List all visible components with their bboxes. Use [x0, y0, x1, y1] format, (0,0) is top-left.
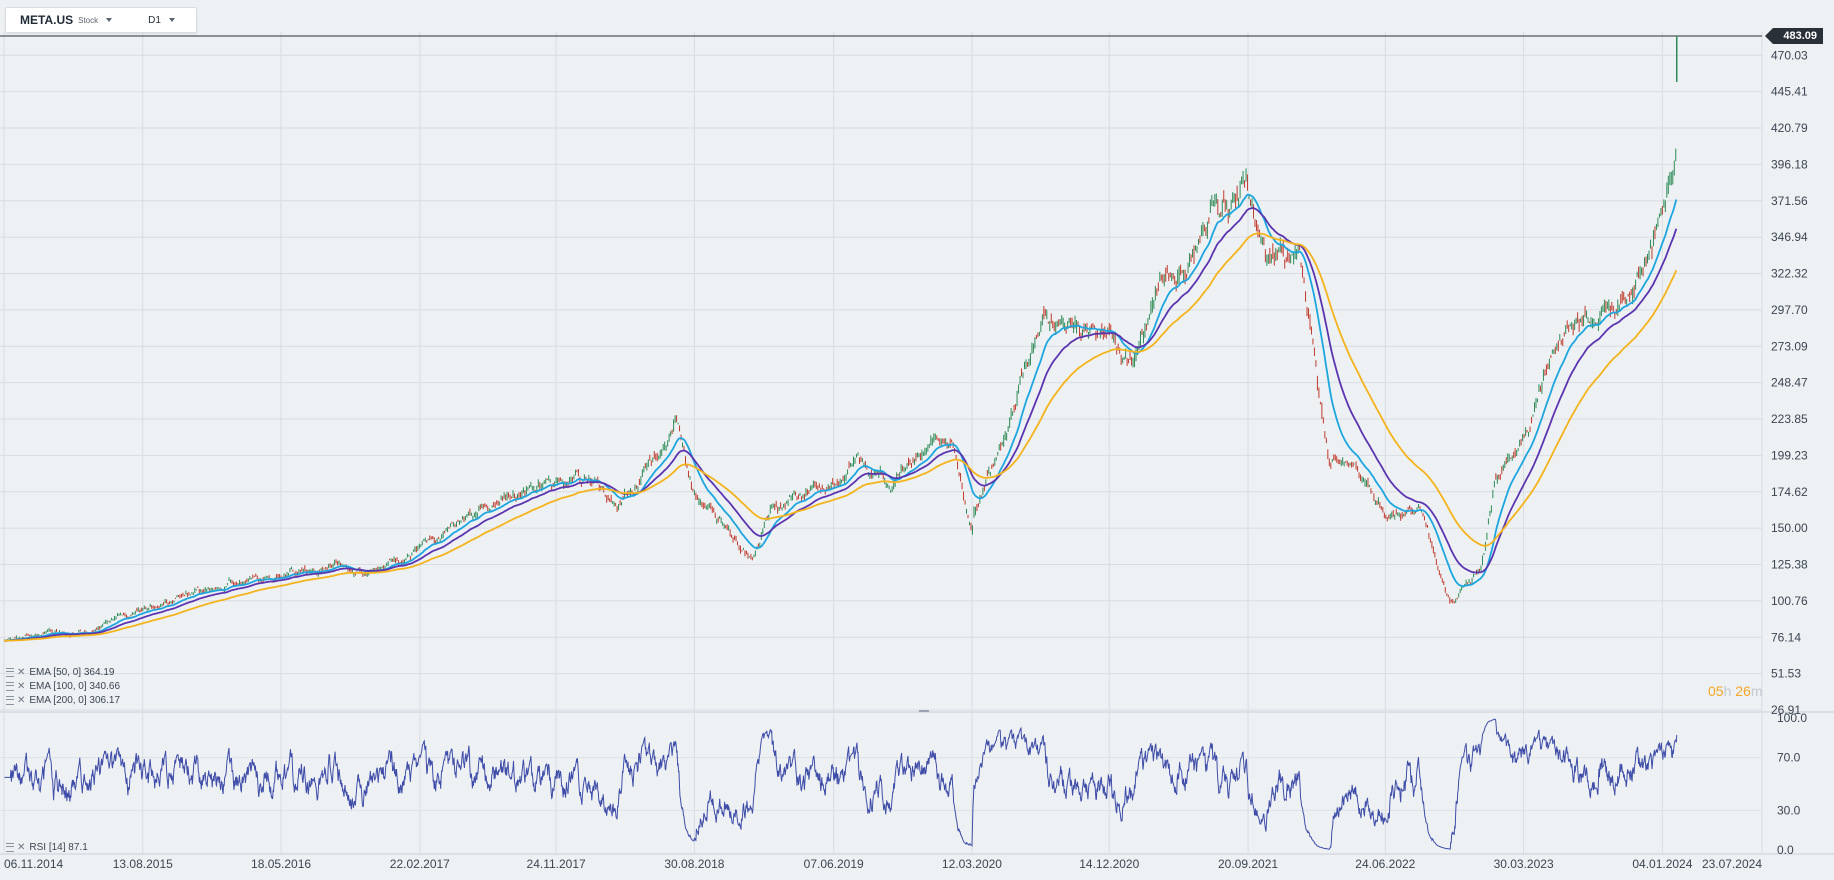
rsi-tick-label: 0.0	[1777, 843, 1794, 857]
ema-100-line	[4, 207, 1678, 642]
y-tick-label: 420.79	[1771, 121, 1808, 135]
legend-ema-100-label: EMA [100, 0] 340.66	[29, 681, 121, 692]
x-tick-label: 18.05.2016	[251, 857, 311, 871]
rsi-line	[4, 718, 1678, 850]
settings-list-icon[interactable]	[6, 668, 14, 677]
x-tick-label: 06.11.2014	[4, 857, 63, 871]
legend-ema-50-label: EMA [50, 0] 364.19	[29, 667, 115, 678]
ema-50-line	[4, 193, 1678, 642]
y-tick-label: 470.03	[1771, 48, 1808, 62]
symbol-label[interactable]: META.US	[20, 13, 74, 27]
x-tick-label: 13.08.2015	[113, 857, 173, 871]
x-tick-label: 12.03.2020	[942, 857, 1002, 871]
legend-ema-200[interactable]: ✕ EMA [200, 0] 306.17	[6, 695, 120, 706]
symbol-dropdown-chevron-icon[interactable]	[106, 18, 113, 22]
settings-list-icon[interactable]	[6, 682, 14, 691]
symbol-type-label: Stock	[78, 15, 99, 25]
candle-countdown: 05h 26m	[1708, 683, 1763, 699]
rsi-tick-label: 30.0	[1777, 803, 1801, 817]
x-tick-label: 24.11.2017	[527, 857, 586, 871]
rsi-pane	[0, 714, 1762, 854]
countdown-hours-unit: h	[1723, 683, 1732, 699]
chart-toolbar: META.US Stock D1	[5, 7, 197, 33]
legend-ema-50[interactable]: ✕ EMA [50, 0] 364.19	[6, 667, 114, 678]
y-tick-label: 396.18	[1771, 157, 1808, 171]
x-tick-label: 07.06.2019	[804, 857, 864, 871]
x-tick-label: 04.01.2024	[1632, 857, 1692, 871]
y-tick-label: 100.76	[1771, 594, 1808, 608]
price-pane	[0, 32, 1762, 711]
y-tick-label: 273.09	[1771, 339, 1808, 353]
legend-rsi[interactable]: ✕ RSI [14] 87.1	[6, 842, 88, 853]
x-tick-label: 14.12.2020	[1079, 857, 1139, 871]
last-price-badge: 483.09	[1765, 28, 1823, 44]
y-tick-label: 445.41	[1771, 85, 1808, 99]
x-tick-label: 24.06.2022	[1355, 857, 1415, 871]
rsi-tick-label: 70.0	[1777, 751, 1801, 765]
close-icon[interactable]: ✕	[17, 842, 26, 853]
close-icon[interactable]: ✕	[17, 695, 26, 706]
settings-list-icon[interactable]	[6, 696, 14, 705]
countdown-minutes: 26	[1735, 683, 1751, 699]
y-tick-label: 199.23	[1771, 448, 1808, 462]
timeframe-label[interactable]: D1	[148, 14, 161, 26]
y-tick-label: 150.00	[1771, 521, 1808, 535]
legend-ema-100[interactable]: ✕ EMA [100, 0] 340.66	[6, 681, 120, 692]
legend-rsi-label: RSI [14] 87.1	[29, 842, 88, 853]
y-tick-label: 322.32	[1771, 267, 1808, 281]
y-tick-label: 371.56	[1771, 194, 1808, 208]
y-tick-label: 26.91	[1771, 703, 1801, 717]
y-tick-label: 248.47	[1771, 376, 1808, 390]
x-tick-label: 30.03.2023	[1494, 857, 1554, 871]
rsi-tick-label: 100.0	[1777, 711, 1807, 725]
y-tick-label: 125.38	[1771, 558, 1808, 572]
y-tick-label: 51.53	[1771, 667, 1801, 681]
countdown-hours: 05	[1708, 683, 1724, 699]
settings-list-icon[interactable]	[6, 843, 14, 852]
x-tick-label: 23.07.2024	[1702, 857, 1762, 871]
legend-ema-200-label: EMA [200, 0] 306.17	[29, 695, 121, 706]
y-tick-label: 297.70	[1771, 303, 1808, 317]
x-tick-label: 30.08.2018	[664, 857, 724, 871]
ema-200-line	[4, 232, 1678, 642]
y-tick-label: 346.94	[1771, 230, 1808, 244]
x-tick-label: 20.09.2021	[1218, 857, 1278, 871]
countdown-minutes-unit: m	[1750, 683, 1763, 699]
y-tick-label: 76.14	[1771, 630, 1801, 644]
pane-resize-handle	[919, 710, 929, 712]
y-tick-label: 174.62	[1771, 485, 1808, 499]
x-tick-label: 22.02.2017	[390, 857, 450, 871]
close-icon[interactable]: ✕	[17, 667, 26, 678]
timeframe-dropdown-chevron-icon[interactable]	[168, 18, 175, 22]
close-icon[interactable]: ✕	[17, 681, 26, 692]
y-tick-label: 223.85	[1771, 412, 1808, 426]
